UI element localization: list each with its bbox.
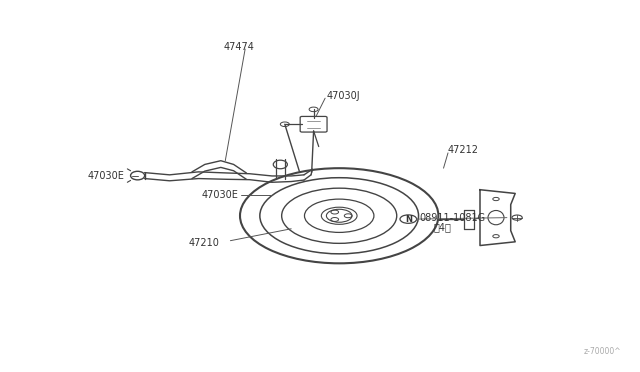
Text: 47030J: 47030J <box>326 91 360 101</box>
Text: 47474: 47474 <box>224 42 255 51</box>
Text: 47212: 47212 <box>448 145 479 154</box>
Text: N: N <box>405 215 412 224</box>
Text: 47210: 47210 <box>189 238 220 247</box>
Text: z-70000^: z-70000^ <box>583 347 621 356</box>
Text: 08911-1081G: 08911-1081G <box>419 213 485 222</box>
Text: 47030E: 47030E <box>88 171 125 181</box>
Text: 47030E: 47030E <box>202 190 239 200</box>
Text: （4）: （4） <box>434 222 452 232</box>
